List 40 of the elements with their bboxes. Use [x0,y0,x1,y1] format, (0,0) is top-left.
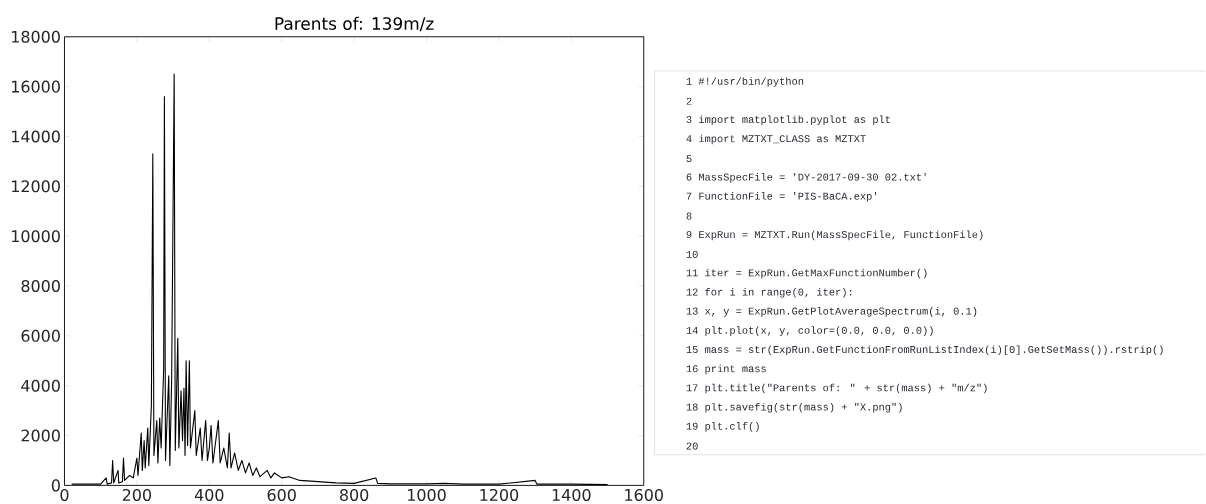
x-tick-label: 800 [339,488,369,501]
x-tick-label: 400 [194,488,224,501]
x-tick-label: 1400 [552,488,591,501]
chart-title: Parents of: 139m/z [275,16,434,32]
y-tick-label: 4000 [21,379,60,392]
text: 11 iter = ExpRun.GetMaxFunctionNumber() [686,268,927,279]
y-tick-label: 18000 [12,30,60,43]
text: 10 [686,250,698,258]
text: 12 for i in range(0, iter): [686,287,852,298]
x-tick-label: 200 [122,488,152,501]
x-tick-label: 1200 [480,488,519,501]
text: 19 plt.clf() [686,421,759,432]
text: 9 ExpRun = MZTXT.Run(MassSpecFile, FunctionFile) [686,230,983,240]
text: 17 plt.title("Parents of: " + str(mass) + "m/z") [686,383,987,394]
text: 14 plt.plot(x, y, color=(0.0, 0.0, 0.0)) [686,326,933,336]
y-tick-label: 0 [51,479,60,492]
y-tick-label: 10000 [12,230,60,243]
text: 8 [686,212,692,220]
text: 6 MassSpecFile = 'DY-2017-09-30 02.txt' [686,172,926,183]
text: 18 plt.savefig(str(mass) + "X.png") [686,402,902,413]
x-tick-label: 0 [60,488,69,501]
text: 13 x, y = ExpRun.GetPlotAverageSpectrum(i, 0.1) [686,306,977,317]
x-tick-label: 1000 [407,488,446,501]
text: 4 import MZTXT_CLASS as MZTXT [686,134,866,145]
y-tick-label: 6000 [21,329,60,342]
x-tick-label: 1600 [625,488,663,501]
text: 3 import matplotlib.pyplot as plt [686,115,890,125]
y-tick-label: 12000 [12,180,60,193]
x-tick-label: 600 [267,488,296,501]
text: 1 #!/usr/bin/python [686,77,804,87]
y-tick-label: 14000 [12,130,60,143]
y-tick-label: 16000 [12,80,60,93]
text: 16 print mass [686,364,766,375]
text: 15 mass = str(ExpRun.GetFunctionFromRunListIndex(i)[0].GetSetMass()).rstrip() [686,345,1163,355]
text: 20 [686,442,698,450]
text: 7 FunctionFile = 'PIS-BaCA.exp' [686,191,877,202]
text: 2 [686,97,692,105]
text: 5 [686,155,692,162]
y-tick-label: 2000 [21,429,60,442]
y-tick-label: 8000 [21,279,60,292]
